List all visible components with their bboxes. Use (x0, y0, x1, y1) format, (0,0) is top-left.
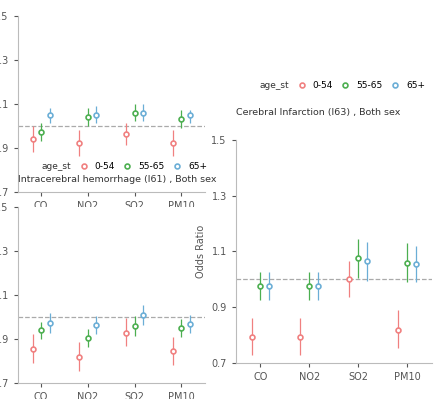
Text: Cerebral Infarction (I63) , Both sex: Cerebral Infarction (I63) , Both sex (236, 108, 400, 117)
Y-axis label: Odds Ratio: Odds Ratio (196, 225, 206, 278)
Legend: age_st, 0-54, 55-65, 65+: age_st, 0-54, 55-65, 65+ (236, 77, 429, 93)
Legend: age_st, 0-54, 55-65, 65+: age_st, 0-54, 55-65, 65+ (18, 158, 210, 174)
Text: Intracerebral hemorrhage (I61) , Both sex: Intracerebral hemorrhage (I61) , Both se… (18, 176, 216, 184)
